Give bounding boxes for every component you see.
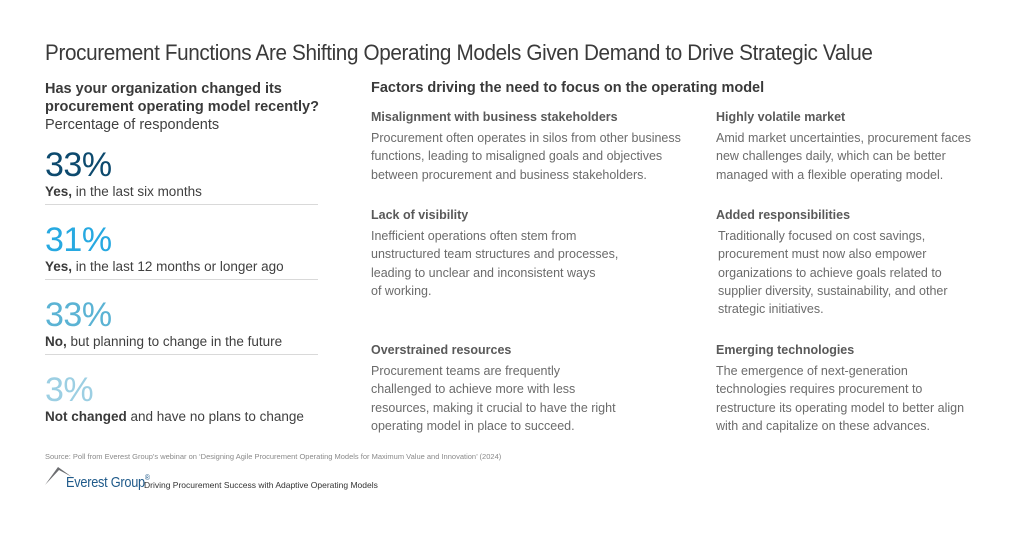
factor-body-line: Amid market uncertainties, procurement f… xyxy=(716,131,971,145)
divider xyxy=(45,279,318,280)
survey-question: Has your organization changed its procur… xyxy=(45,80,320,116)
survey-question-line2: procurement operating model recently? xyxy=(45,99,319,115)
factor-body-line: Traditionally focused on cost savings, xyxy=(718,229,926,243)
result-label: Not changed and have no plans to change xyxy=(45,408,318,425)
divider xyxy=(45,354,318,355)
factor-added-responsibilities: Added responsibilities Traditionally foc… xyxy=(716,207,1022,318)
factor-misalignment: Misalignment with business stakeholders … xyxy=(371,109,701,184)
factor-body-line: managed with a flexible operating model. xyxy=(716,167,944,182)
factor-body-line: Procurement often operates in silos from… xyxy=(371,131,681,145)
result-label-bold: Not changed xyxy=(45,409,127,424)
factor-heading: Misalignment with business stakeholders xyxy=(371,110,618,124)
factor-body-line: of working. xyxy=(371,283,432,298)
factor-body-line: organizations to achieve goals related t… xyxy=(718,265,942,280)
factor-body-line: resources, making it crucial to have the… xyxy=(371,400,616,415)
factor-heading: Added responsibilities xyxy=(716,208,851,222)
factor-body-line: procurement must now also empower xyxy=(718,247,927,262)
factor-body-line: leading to unclear and inconsistent ways xyxy=(371,265,596,280)
factor-body: Amid market uncertainties, procurement f… xyxy=(716,129,1022,184)
result-label-text: and have no plans to change xyxy=(126,409,304,424)
factor-heading: Lack of visibility xyxy=(371,208,469,222)
result-label-text: in the last six months xyxy=(72,184,202,199)
factor-heading: Highly volatile market xyxy=(716,110,846,124)
factors-title: Factors driving the need to focus on the… xyxy=(371,80,765,96)
result-value: 3% xyxy=(45,371,94,409)
result-label: Yes, in the last six months xyxy=(45,183,318,200)
survey-question-line1: Has your organization changed its xyxy=(45,81,282,97)
result-label-text: but planning to change in the future xyxy=(66,334,283,349)
factor-body-line: The emergence of next-generation xyxy=(716,364,908,378)
factor-heading: Emerging technologies xyxy=(716,343,855,357)
factor-body-line: operating model in place to succeed. xyxy=(371,418,575,433)
factor-emerging-technologies: Emerging technologies The emergence of n… xyxy=(716,342,1022,435)
factor-body: The emergence of next-generation technolo… xyxy=(716,362,1022,435)
result-item: 33% No, but planning to change in the fu… xyxy=(45,298,318,350)
factor-heading: Overstrained resources xyxy=(371,343,512,357)
result-label: No, but planning to change in the future xyxy=(45,333,318,350)
survey-panel: Has your organization changed its procur… xyxy=(45,80,320,134)
result-label-bold: Yes, xyxy=(45,259,73,274)
factor-body: Procurement often operates in silos from… xyxy=(371,129,701,184)
factor-body-line: between procurement and business stakeho… xyxy=(371,167,647,182)
factor-body-line: functions, leading to misaligned goals a… xyxy=(371,149,663,164)
divider xyxy=(45,204,318,205)
factor-body-line: challenged to achieve more with less xyxy=(371,382,576,397)
factor-body-line: restructure its operating model to bette… xyxy=(716,400,965,415)
factor-body-line: supplier diversity, sustainability, and … xyxy=(718,283,948,298)
factor-body-line: Inefficient operations often stem from xyxy=(371,229,577,243)
tagline: Driving Procurement Success with Adaptiv… xyxy=(144,480,378,490)
result-item: 3% Not changed and have no plans to chan… xyxy=(45,373,318,425)
factor-body: Procurement teams are frequently challeng… xyxy=(371,362,701,435)
factor-body-line: unstructured team structures and process… xyxy=(371,247,619,262)
factor-body-line: strategic initiatives. xyxy=(718,302,824,317)
factor-body: Traditionally focused on cost savings, pr… xyxy=(716,227,1022,318)
factor-volatile-market: Highly volatile market Amid market uncer… xyxy=(716,109,1022,184)
factor-body-line: with and capitalize on these advances. xyxy=(716,418,931,433)
result-label-text: in the last 12 months or longer ago xyxy=(72,259,284,274)
factor-body-line: technologies requires procurement to xyxy=(716,382,923,397)
factor-body-line: new challenges daily, which can be bette… xyxy=(716,149,946,164)
result-item: 33% Yes, in the last six months xyxy=(45,148,318,200)
factor-lack-of-visibility: Lack of visibility Inefficient operation… xyxy=(371,207,701,300)
page-title: Procurement Functions Are Shifting Opera… xyxy=(45,40,873,65)
footer: Everest Group® Driving Procurement Succe… xyxy=(44,463,544,493)
logo: Everest Group® xyxy=(66,473,150,491)
result-label: Yes, in the last 12 months or longer ago xyxy=(45,258,318,275)
result-label-bold: Yes, xyxy=(45,184,73,199)
factor-body: Inefficient operations often stem from un… xyxy=(371,227,701,300)
result-value: 31% xyxy=(45,221,112,259)
result-item: 31% Yes, in the last 12 months or longer… xyxy=(45,223,318,275)
result-value: 33% xyxy=(45,296,112,334)
logo-text: Everest Group xyxy=(66,474,145,491)
source-note: Source: Poll from Everest Group's webina… xyxy=(45,452,502,461)
factor-body-line: Procurement teams are frequently xyxy=(371,364,560,378)
result-value: 33% xyxy=(45,146,112,184)
registered-mark: ® xyxy=(144,473,150,482)
survey-subtitle: Percentage of respondents xyxy=(45,117,220,133)
result-label-bold: No, xyxy=(45,334,67,349)
factor-overstrained-resources: Overstrained resources Procurement teams… xyxy=(371,342,701,435)
